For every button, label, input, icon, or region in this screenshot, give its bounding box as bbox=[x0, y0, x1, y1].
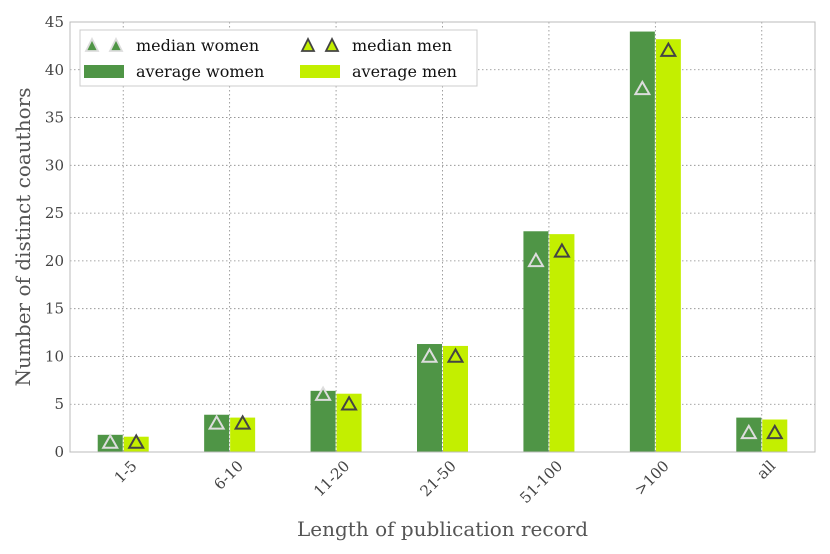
legend-item-average-women: average women bbox=[84, 62, 264, 81]
bar-average-men-3 bbox=[443, 345, 468, 452]
marker-median-women-5 bbox=[633, 79, 652, 96]
marker-median-women-4 bbox=[527, 251, 545, 268]
y-tick-label: 20 bbox=[45, 252, 64, 270]
y-tick-label: 10 bbox=[45, 347, 64, 365]
legend-label: median men bbox=[352, 36, 452, 55]
legend: median women median men average women avera… bbox=[79, 29, 478, 87]
marker-median-women-0 bbox=[101, 433, 119, 449]
y-tick-label: 35 bbox=[45, 109, 64, 127]
y-axis-ticks: 0 5 10 15 20 25 30 35 40 45 bbox=[45, 13, 64, 461]
y-tick-label: 0 bbox=[54, 443, 64, 461]
bar-average-women-5 bbox=[629, 31, 655, 453]
marker-median-women-2 bbox=[314, 385, 332, 401]
legend-marker-icon bbox=[84, 36, 100, 52]
y-tick-label: 15 bbox=[45, 300, 64, 318]
y-axis-label: Number of distinct coauthors bbox=[11, 88, 35, 387]
marker-median-men-4 bbox=[553, 242, 571, 258]
x-tick-label: 21-50 bbox=[417, 457, 460, 500]
median-markers bbox=[101, 41, 784, 449]
legend-swatch bbox=[84, 65, 124, 78]
legend-item-median-women: median women bbox=[84, 36, 259, 55]
grid bbox=[70, 22, 815, 452]
marker-median-women-6 bbox=[740, 423, 758, 440]
marker-median-women-3 bbox=[420, 347, 439, 363]
marker-median-men-0 bbox=[127, 433, 145, 449]
marker-median-women-1 bbox=[207, 414, 226, 430]
plot-frame bbox=[69, 21, 816, 453]
x-tick-label: 51-100 bbox=[516, 457, 566, 507]
marker-median-men-5 bbox=[659, 41, 678, 57]
legend-swatch bbox=[300, 65, 340, 78]
bar-average-men-5 bbox=[655, 39, 681, 452]
x-tick-label: >100 bbox=[631, 457, 673, 499]
legend-label: median women bbox=[136, 36, 259, 55]
x-axis-ticks: 1-5 6-10 11-20 21-50 51-100 >100 all bbox=[111, 457, 780, 507]
legend-marker-icon bbox=[300, 36, 316, 52]
bar-average-men-4 bbox=[549, 234, 575, 452]
legend-item-median-men: median men bbox=[300, 36, 452, 55]
x-tick-label: 6-10 bbox=[210, 457, 247, 494]
x-axis-label: Length of publication record bbox=[297, 517, 588, 541]
marker-median-men-3 bbox=[446, 347, 465, 363]
x-tick-label: 1-5 bbox=[111, 457, 141, 487]
y-tick-label: 40 bbox=[45, 61, 64, 79]
x-tick-label: all bbox=[753, 457, 779, 483]
bar-average-women-4 bbox=[523, 231, 549, 452]
legend-item-average-men: average men bbox=[300, 62, 457, 81]
marker-median-men-1 bbox=[233, 414, 252, 430]
y-tick-label: 45 bbox=[45, 13, 64, 31]
y-tick-label: 30 bbox=[45, 156, 64, 174]
legend-marker-icon bbox=[108, 36, 124, 52]
marker-median-men-6 bbox=[766, 423, 784, 440]
y-tick-label: 5 bbox=[54, 395, 64, 413]
y-tick-label: 25 bbox=[45, 204, 64, 222]
legend-box bbox=[79, 29, 478, 87]
marker-median-men-2 bbox=[340, 395, 358, 411]
x-tick-label: 11-20 bbox=[310, 457, 353, 500]
legend-label: average women bbox=[136, 62, 264, 81]
bar-average-women-2 bbox=[310, 390, 336, 452]
legend-label: average men bbox=[352, 62, 457, 81]
legend-marker-icon bbox=[324, 36, 340, 52]
